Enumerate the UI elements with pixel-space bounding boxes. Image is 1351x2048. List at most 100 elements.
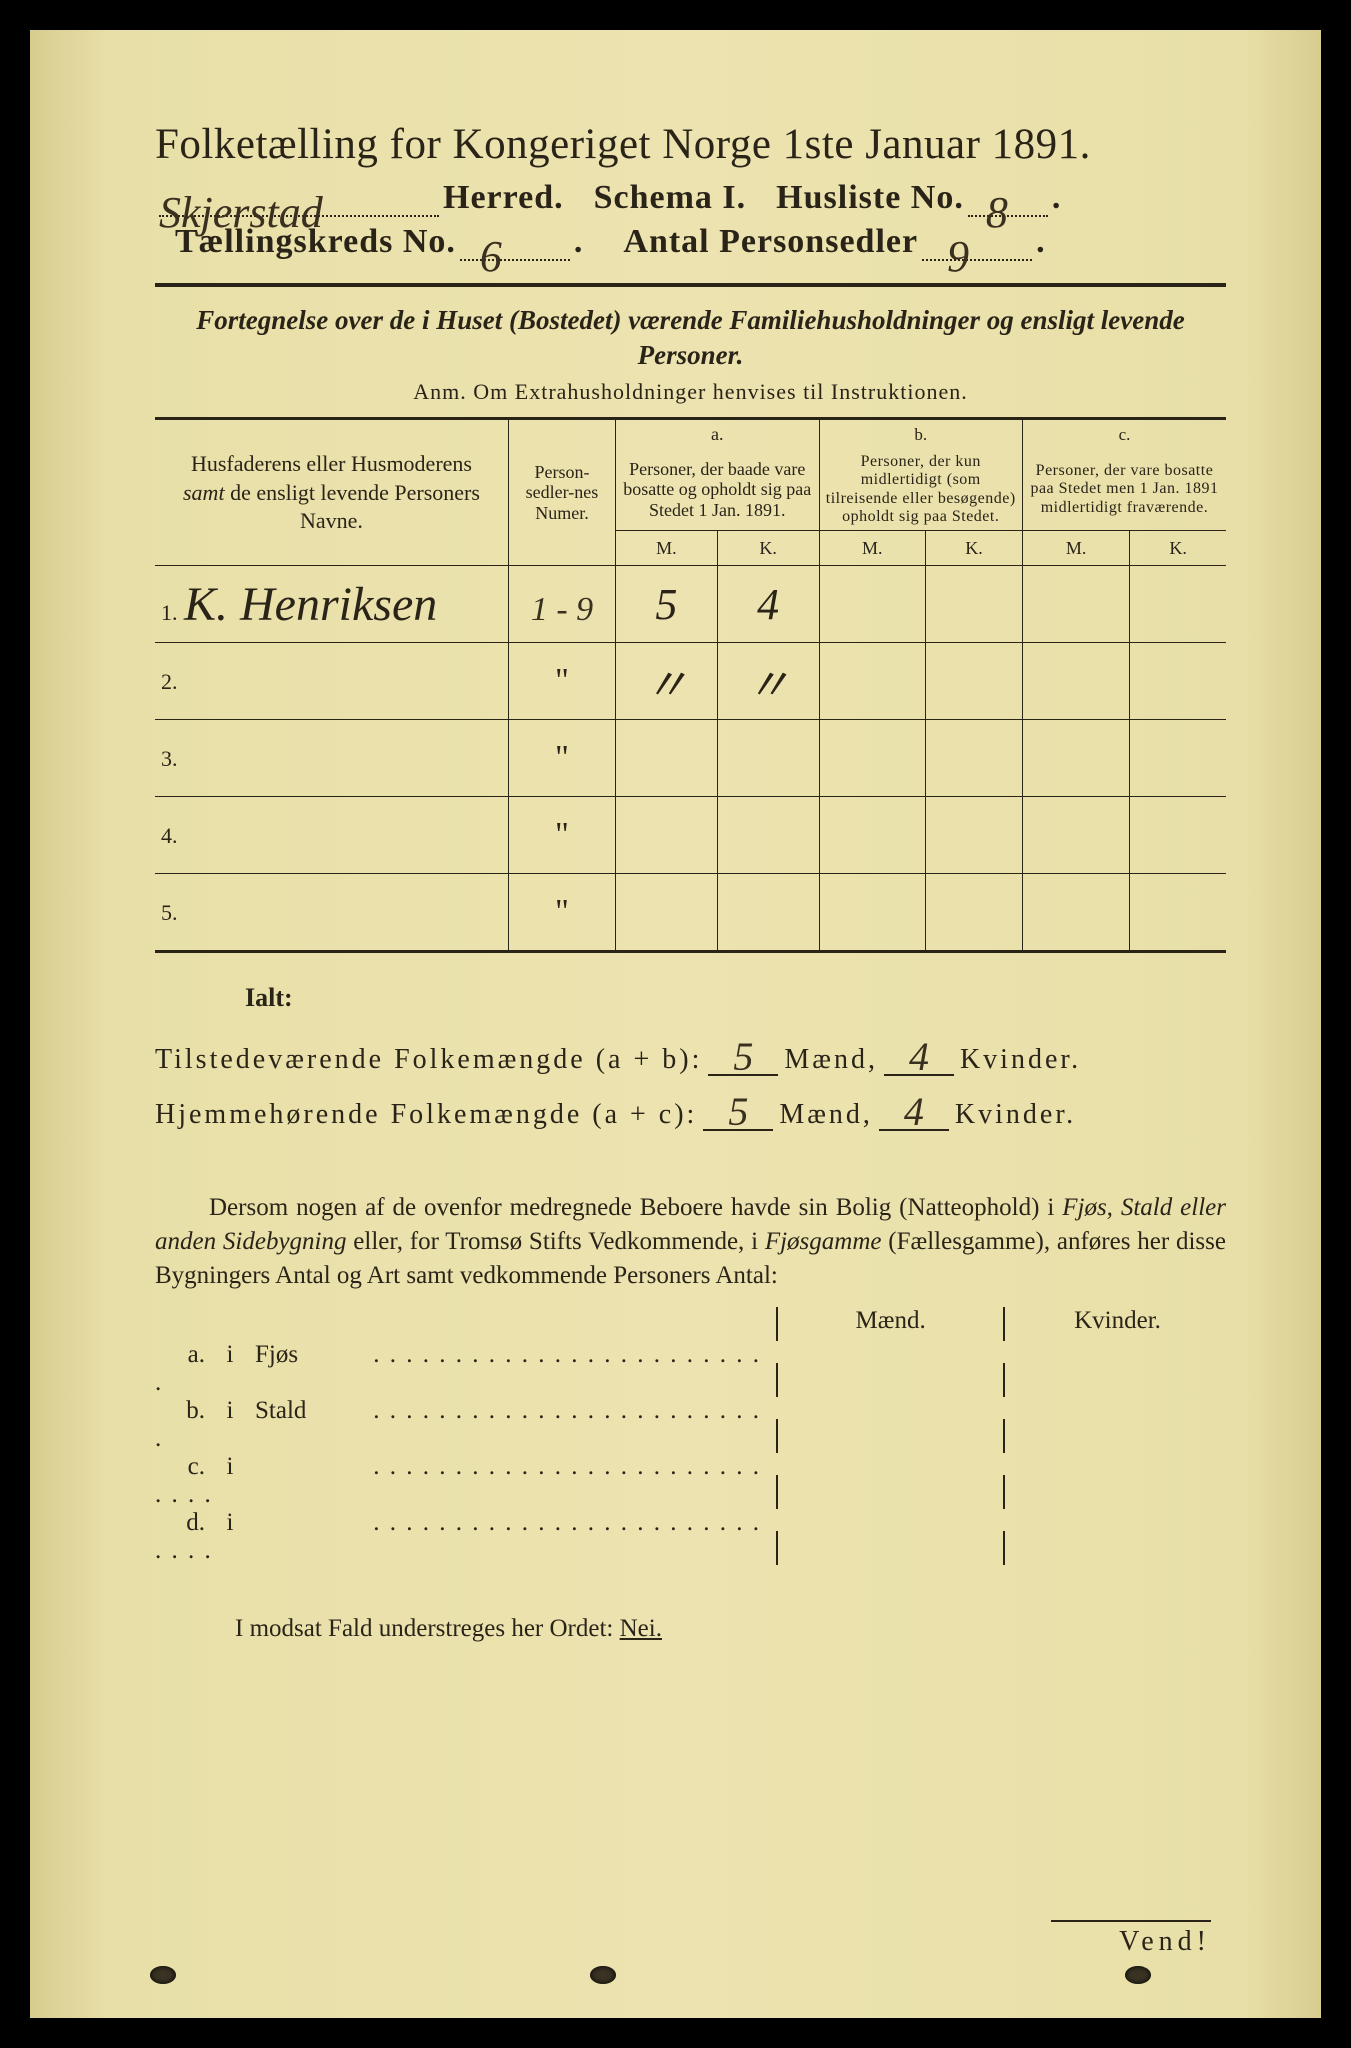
cell-a-m (616, 797, 718, 874)
cell-c-k (1130, 720, 1226, 797)
header-line-1: Skjerstad Herred. Schema I. Husliste No.… (155, 179, 1226, 217)
total-resident-m: 5 (728, 1089, 748, 1134)
total-present-label: Tilstedeværende Folkemængde (a + b): (155, 1044, 702, 1076)
table-row: 2. "〃〃 (155, 643, 1226, 720)
cell-c-k (1130, 797, 1226, 874)
cell-c-k (1130, 643, 1226, 720)
secondary-row: b.iStald . . . . . . . . . . . . . . . .… (155, 1397, 1226, 1453)
row-number-cell: 1 - 9 (508, 566, 615, 643)
cell-b-k (926, 874, 1023, 952)
table-row: 3. " (155, 720, 1226, 797)
cell-b-m (819, 720, 926, 797)
col-a-k: K. (717, 531, 819, 566)
kreds-value: 6 (480, 232, 502, 281)
table-row: 1. K. Henriksen1 - 954 (155, 566, 1226, 643)
cell-b-m (819, 874, 926, 952)
punch-hole (590, 1966, 616, 1984)
cell-b-m (819, 797, 926, 874)
maend-label: Mænd, (784, 1044, 878, 1076)
group-a-letter: a. (616, 419, 819, 449)
divider (155, 283, 1226, 287)
cell-c-k (1130, 874, 1226, 952)
paragraph: Dersom nogen af de ovenfor medregnede Be… (155, 1191, 1226, 1292)
herred-label: Herred. (443, 179, 564, 217)
cell-b-k (926, 720, 1023, 797)
row-name-cell: 4. (155, 797, 508, 874)
antal-label: Antal Personsedler (623, 223, 918, 261)
cell-b-m (819, 566, 926, 643)
closing-line: I modsat Fald understreges her Ordet: Ne… (155, 1615, 1226, 1643)
kvinder-label: Kvinder. (955, 1099, 1076, 1131)
maend-label: Mænd, (779, 1099, 873, 1131)
cell-a-m: 5 (616, 566, 718, 643)
cell-a-k: 〃 (717, 643, 819, 720)
cell-c-m (1022, 720, 1129, 797)
cell-a-k (717, 874, 819, 952)
col-b-k: K. (926, 531, 1023, 566)
row-name-cell: 5. (155, 874, 508, 952)
cell-a-m (616, 720, 718, 797)
cell-a-k: 4 (717, 566, 819, 643)
cell-b-k (926, 797, 1023, 874)
row-name-cell: 1. K. Henriksen (155, 566, 508, 643)
total-present-row: Tilstedeværende Folkemængde (a + b): 5 M… (155, 1027, 1226, 1076)
table-row: 5. " (155, 874, 1226, 952)
cell-a-k (717, 797, 819, 874)
col-c-k: K. (1130, 531, 1226, 566)
census-table: Husfaderens eller Husmode­rens samt de e… (155, 417, 1226, 953)
totals-block: Ialt: Tilstedeværende Folkemængde (a + b… (155, 983, 1226, 1131)
ialt-label: Ialt: (245, 983, 1226, 1013)
annotation-note: Anm. Om Extrahusholdninger henvises til … (155, 379, 1226, 405)
vend-label: Vend! (1051, 1920, 1211, 1958)
secondary-row: c.i . . . . . . . . . . . . . . . . . . … (155, 1453, 1226, 1509)
cell-b-k (926, 643, 1023, 720)
cell-b-k (926, 566, 1023, 643)
row-number-cell: " (508, 720, 615, 797)
row-name-cell: 3. (155, 720, 508, 797)
row-number-cell: " (508, 643, 615, 720)
col-number-header: Person-sedler-nes Numer. (508, 419, 615, 566)
kvinder-label: Kvinder. (960, 1044, 1081, 1076)
col-c-m: M. (1022, 531, 1129, 566)
table-row: 4. " (155, 797, 1226, 874)
col-a-m: M. (616, 531, 718, 566)
col-b-m: M. (819, 531, 926, 566)
punch-hole (1125, 1966, 1151, 1984)
scan-frame: Folketælling for Kongeriget Norge 1ste J… (0, 0, 1351, 2048)
cell-a-m (616, 874, 718, 952)
total-resident-k: 4 (904, 1089, 924, 1134)
page-title: Folketælling for Kongeriget Norge 1ste J… (155, 120, 1226, 169)
col-names-header: Husfaderens eller Husmode­rens samt de e… (155, 419, 508, 566)
cell-c-m (1022, 566, 1129, 643)
group-b-header: Personer, der kun midlertidigt (som tilr… (819, 449, 1022, 531)
husliste-label: Husliste No. (776, 179, 964, 217)
subtitle: Fortegnelse over de i Huset (Bostedet) v… (155, 303, 1226, 373)
row-number-cell: " (508, 797, 615, 874)
total-present-k: 4 (909, 1034, 929, 1079)
secondary-header: Mænd. Kvinder. (155, 1307, 1226, 1341)
secondary-row: d.i . . . . . . . . . . . . . . . . . . … (155, 1509, 1226, 1565)
secondary-block: Mænd. Kvinder. a.iFjøs . . . . . . . . .… (155, 1307, 1226, 1565)
row-name-cell: 2. (155, 643, 508, 720)
punch-hole (150, 1966, 176, 1984)
total-resident-label: Hjemmehørende Folkemængde (a + c): (155, 1099, 697, 1131)
cell-c-m (1022, 643, 1129, 720)
cell-c-k (1130, 566, 1226, 643)
group-c-letter: c. (1022, 419, 1226, 449)
cell-b-m (819, 643, 926, 720)
herred-value: Skjerstad (159, 188, 323, 237)
antal-value: 9 (947, 232, 969, 281)
document-page: Folketælling for Kongeriget Norge 1ste J… (30, 30, 1321, 2018)
group-c-header: Personer, der vare bosatte paa Stedet me… (1022, 449, 1226, 531)
total-resident-row: Hjemmehørende Folkemængde (a + c): 5 Mæn… (155, 1082, 1226, 1131)
schema-label: Schema I. (594, 179, 747, 217)
nei-underlined: Nei. (620, 1615, 662, 1642)
total-present-m: 5 (733, 1034, 753, 1079)
cell-c-m (1022, 797, 1129, 874)
group-a-header: Personer, der baade vare bosatte og opho… (616, 449, 819, 531)
sec-kvinder-header: Kvinder. (1003, 1307, 1230, 1341)
cell-a-m: 〃 (616, 643, 718, 720)
group-b-letter: b. (819, 419, 1022, 449)
cell-c-m (1022, 874, 1129, 952)
row-number-cell: " (508, 874, 615, 952)
